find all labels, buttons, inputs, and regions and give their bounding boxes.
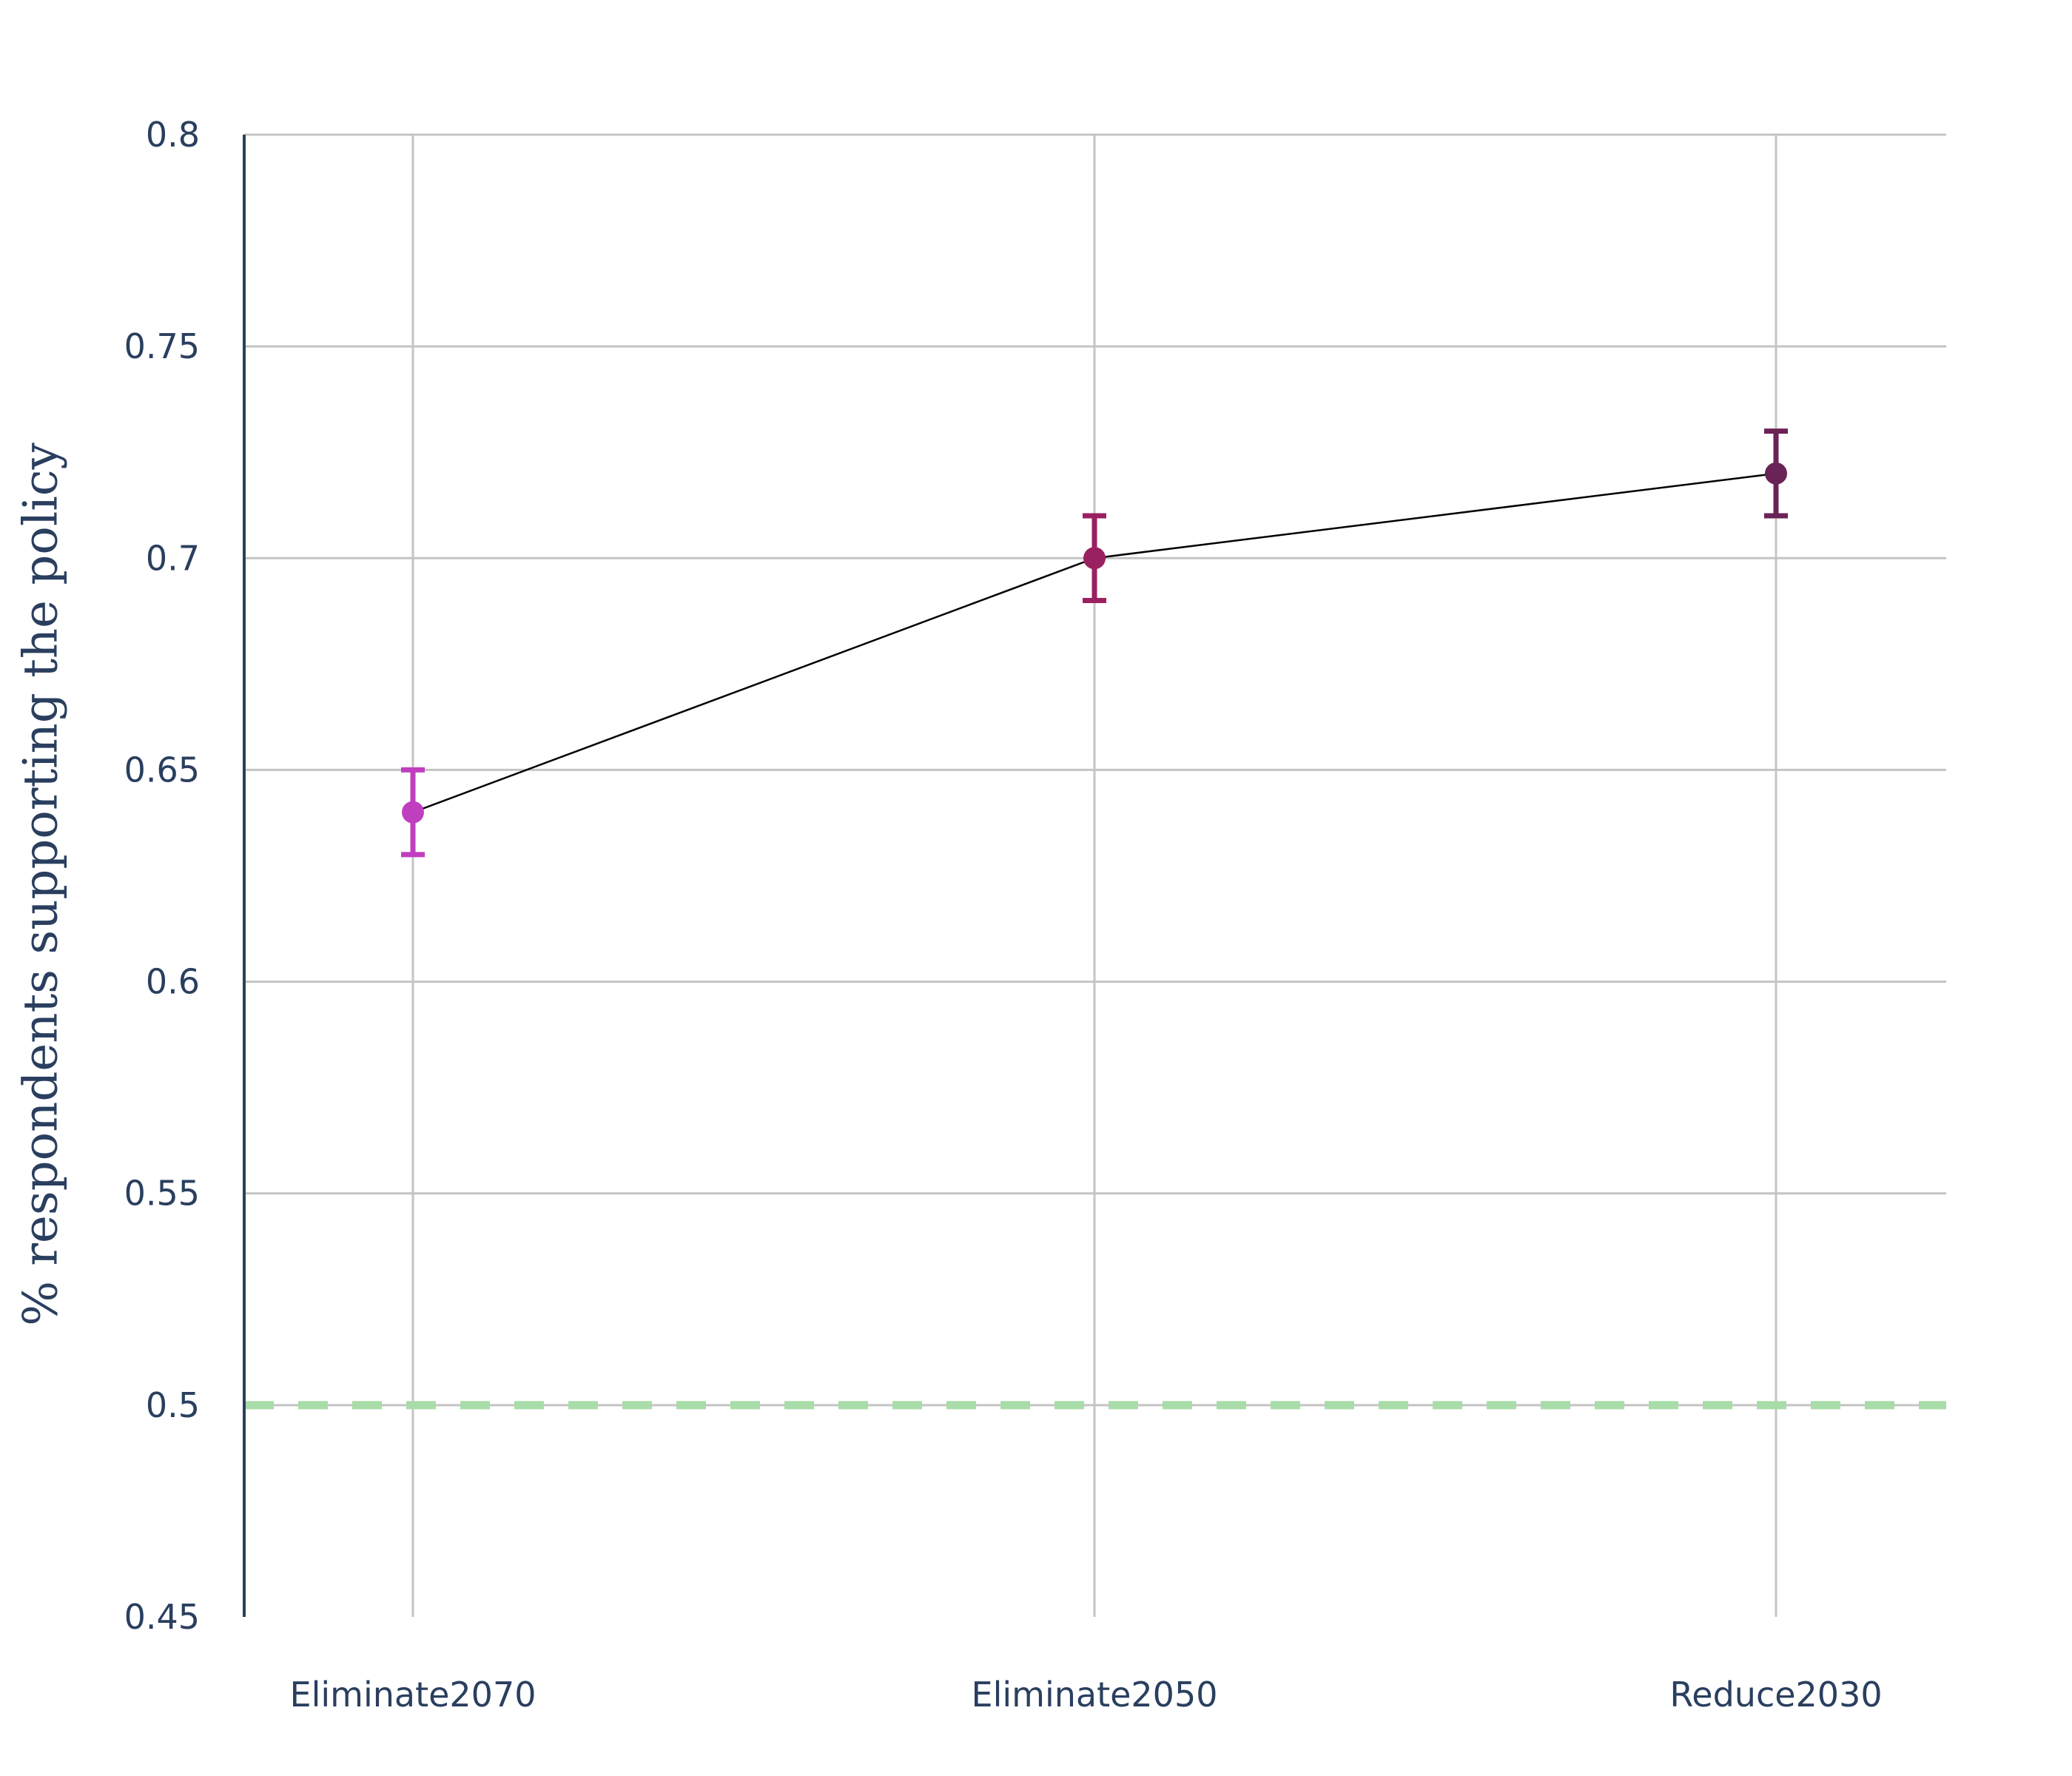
x-tick-label: Eliminate2050: [972, 1675, 1218, 1715]
data-point: [402, 801, 424, 824]
x-tick-label: Eliminate2070: [290, 1675, 536, 1715]
y-tick-label: 0.5: [146, 1385, 200, 1425]
label-layer: 0.45 0.5 0.55 0.6 0.65 0.7 0.75 0.8 Eliminate207…: [124, 115, 1883, 1715]
y-tick-label: 0.55: [124, 1174, 200, 1214]
y-tick-label: 0.65: [124, 750, 200, 790]
grid-layer: [244, 133, 1946, 1617]
y-tick-label: 0.8: [146, 115, 200, 155]
y-tick-label: 0.7: [146, 538, 200, 578]
data-point: [1083, 547, 1106, 570]
data-point: [1765, 462, 1787, 485]
y-tick-label: 0.75: [124, 326, 200, 366]
y-tick-label: 0.6: [146, 962, 200, 1002]
y-axis-title: % respondents supporting the policy: [14, 443, 69, 1326]
x-tick-label: Reduce2030: [1669, 1675, 1882, 1715]
data-layer: [401, 428, 1788, 858]
y-tick-label: 0.45: [124, 1597, 200, 1637]
